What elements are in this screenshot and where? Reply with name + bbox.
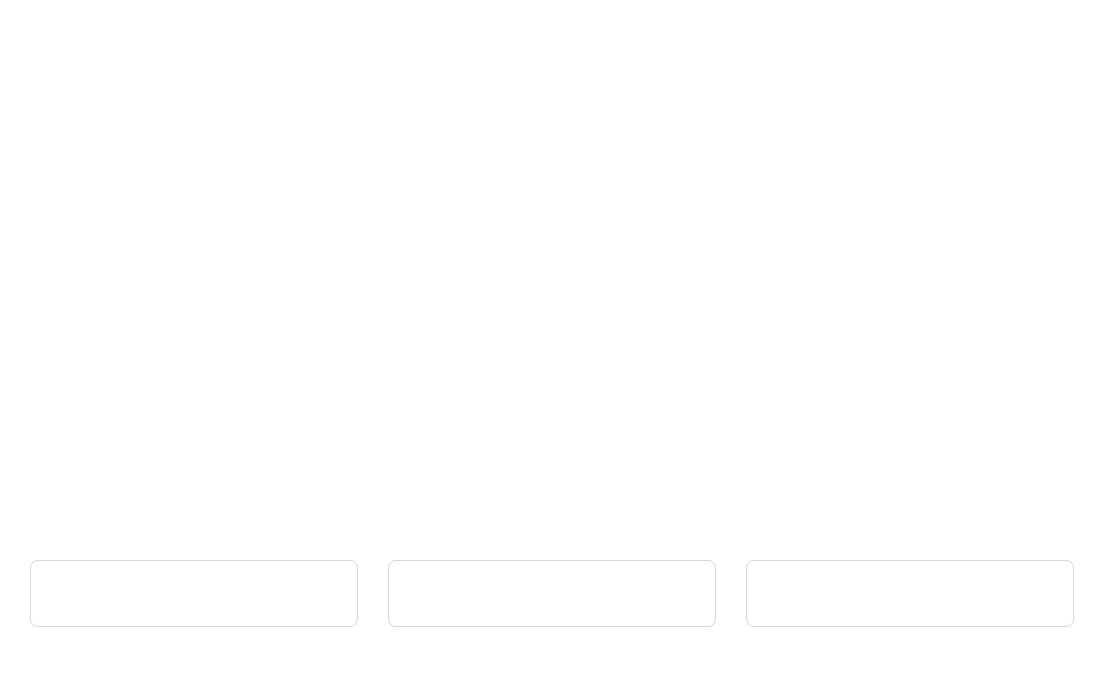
- chart-container: [0, 0, 1104, 690]
- max-cost-card: [746, 560, 1074, 627]
- min-cost-title: [41, 579, 347, 602]
- summary-cards: [30, 560, 1074, 627]
- dot-icon: [187, 586, 196, 595]
- gauge-chart: [0, 0, 1104, 540]
- avg-cost-card: [388, 560, 716, 627]
- avg-cost-title: [399, 579, 705, 602]
- max-cost-title: [757, 579, 1063, 602]
- dot-icon: [545, 586, 554, 595]
- min-cost-card: [30, 560, 358, 627]
- dot-icon: [903, 586, 912, 595]
